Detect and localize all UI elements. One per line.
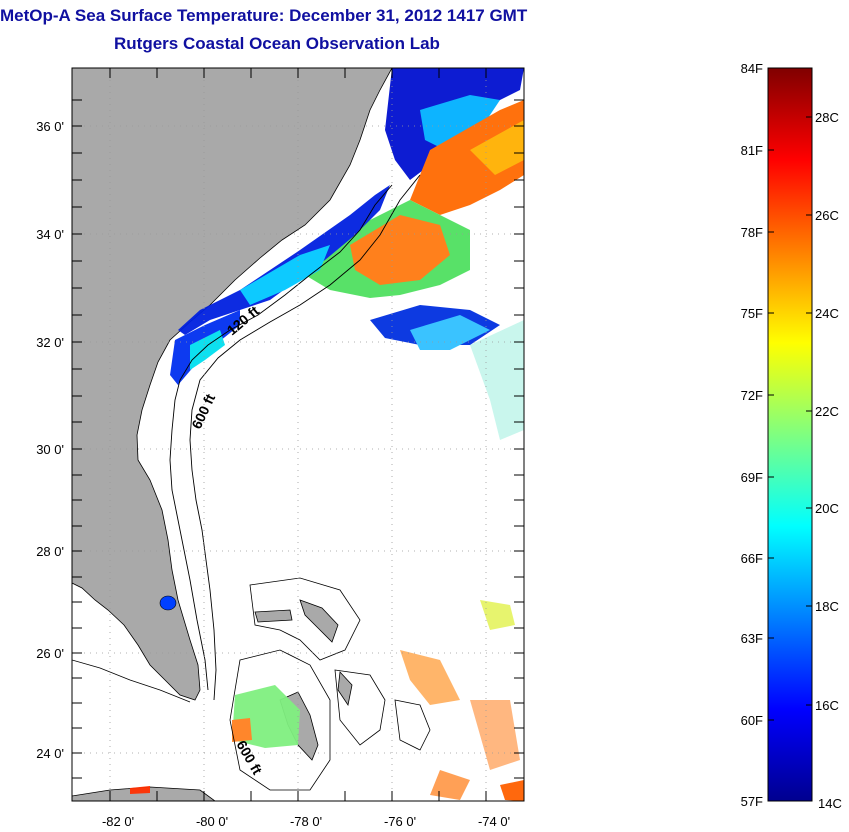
land-grand-bahama — [254, 609, 293, 623]
colorbar-label-f: 75F — [741, 306, 763, 321]
colorbar-label-c: 28C — [815, 110, 839, 125]
colorbar-label-f: 81F — [741, 143, 763, 158]
colorbar-label-c: 26C — [815, 208, 839, 223]
colorbar-label-f: 57F — [741, 794, 763, 809]
isobath-600ft — [189, 174, 421, 701]
contour-label-600ft: 600 ft — [188, 391, 218, 431]
colorbar — [767, 67, 813, 802]
isobath-bahamas — [249, 577, 361, 661]
colorbar-label-c: 16C — [815, 698, 839, 713]
colorbar-label-c: 24C — [815, 306, 839, 321]
lat-label: 36 0' — [36, 119, 64, 134]
lon-label: -74 0' — [478, 814, 510, 829]
land-mainland — [72, 68, 393, 701]
isobath-bahamas-3 — [334, 669, 386, 746]
colorbar-label-f: 78F — [741, 225, 763, 240]
lat-label: 28 0' — [36, 544, 64, 559]
land-abaco — [299, 599, 339, 643]
map-title: MetOp-A Sea Surface Temperature: Decembe… — [0, 6, 528, 25]
isobath-bahamas-2 — [229, 649, 331, 791]
lon-label: -78 0' — [290, 814, 322, 829]
sst-data — [130, 68, 524, 801]
land-lake-okeechobee — [159, 595, 177, 611]
gridlines — [72, 68, 524, 801]
land-eleuthera — [337, 671, 353, 707]
colorbar-label-f: 63F — [741, 631, 763, 646]
isobath-keys — [72, 659, 191, 703]
lon-label: -80 0' — [196, 814, 228, 829]
colorbar-label-f: 72F — [741, 388, 763, 403]
colorbar-label-c: 22C — [815, 404, 839, 419]
colorbar-label-f: 66F — [741, 551, 763, 566]
lat-label: 32 0' — [36, 335, 64, 350]
colorbar-label-f: 69F — [741, 470, 763, 485]
lat-label: 34 0' — [36, 227, 64, 242]
lon-label: -76 0' — [384, 814, 416, 829]
colorbar-label-f: 84F — [741, 61, 763, 76]
isobath-bahamas-4 — [394, 699, 431, 751]
lat-label: 26 0' — [36, 646, 64, 661]
tick-marks — [72, 68, 524, 801]
lat-label: 30 0' — [36, 442, 64, 457]
lon-label: -82 0' — [102, 814, 134, 829]
colorbar-label-c: 20C — [815, 501, 839, 516]
map-subtitle: Rutgers Coastal Ocean Observation Lab — [114, 34, 440, 53]
colorbar-label-c: 18C — [815, 599, 839, 614]
isobath-120ft — [169, 184, 393, 691]
lat-label: 24 0' — [36, 746, 64, 761]
colorbar-ticks — [768, 116, 812, 721]
colorbar-label-f: 60F — [741, 713, 763, 728]
colorbar-label-c: 14C — [818, 796, 842, 811]
